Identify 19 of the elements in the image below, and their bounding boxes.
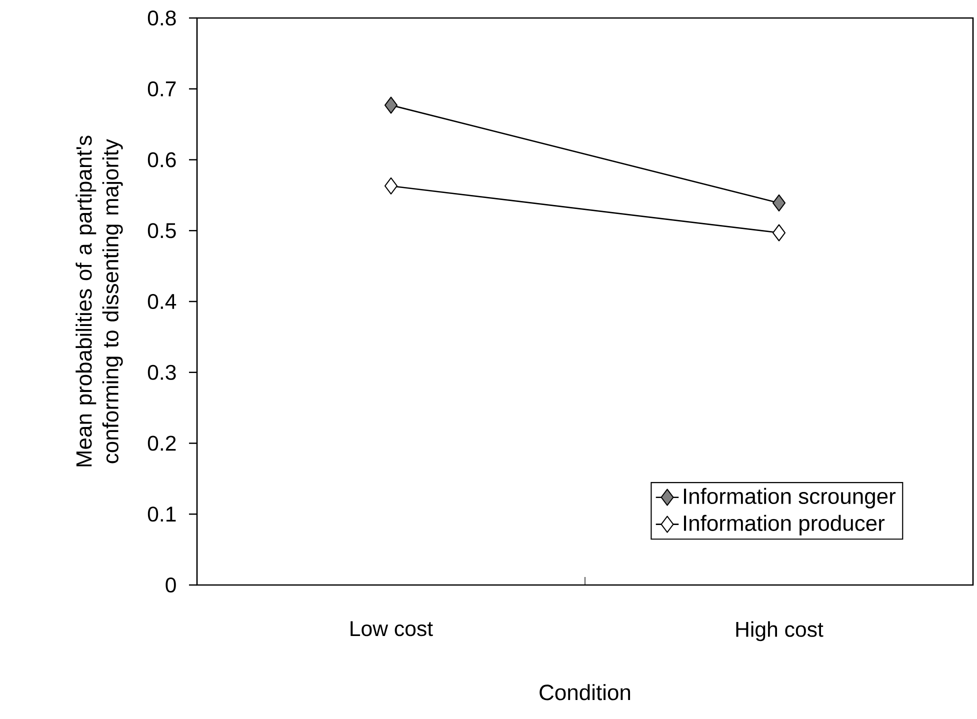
y-tick-label: 0.2	[148, 436, 176, 451]
y-tick-label: 0.1	[148, 506, 176, 522]
legend-label: Information scrounger	[684, 488, 896, 508]
y-tick-label: 0.6	[148, 152, 176, 168]
x-tick-label: High cost	[736, 621, 824, 642]
y-tick-label: 0.3	[148, 364, 176, 380]
legend-label: Information producer	[684, 514, 885, 536]
y-tick-label: 0.4	[148, 294, 176, 310]
y-axis-title: Mean probabilities of a partipant's conforming to dissenting majority	[76, 136, 123, 466]
point	[772, 194, 786, 212]
point	[772, 224, 786, 242]
x-tick-label: Low cost	[350, 621, 433, 636]
x-axis-title: Condition	[540, 684, 630, 700]
point	[384, 177, 398, 195]
y-tick-label: 0.5	[148, 223, 176, 238]
point	[384, 96, 398, 114]
y-tick-label: 0.7	[148, 81, 176, 96]
y-tick-label: 0.8	[148, 10, 176, 26]
y-tick-label: 0	[166, 577, 176, 593]
